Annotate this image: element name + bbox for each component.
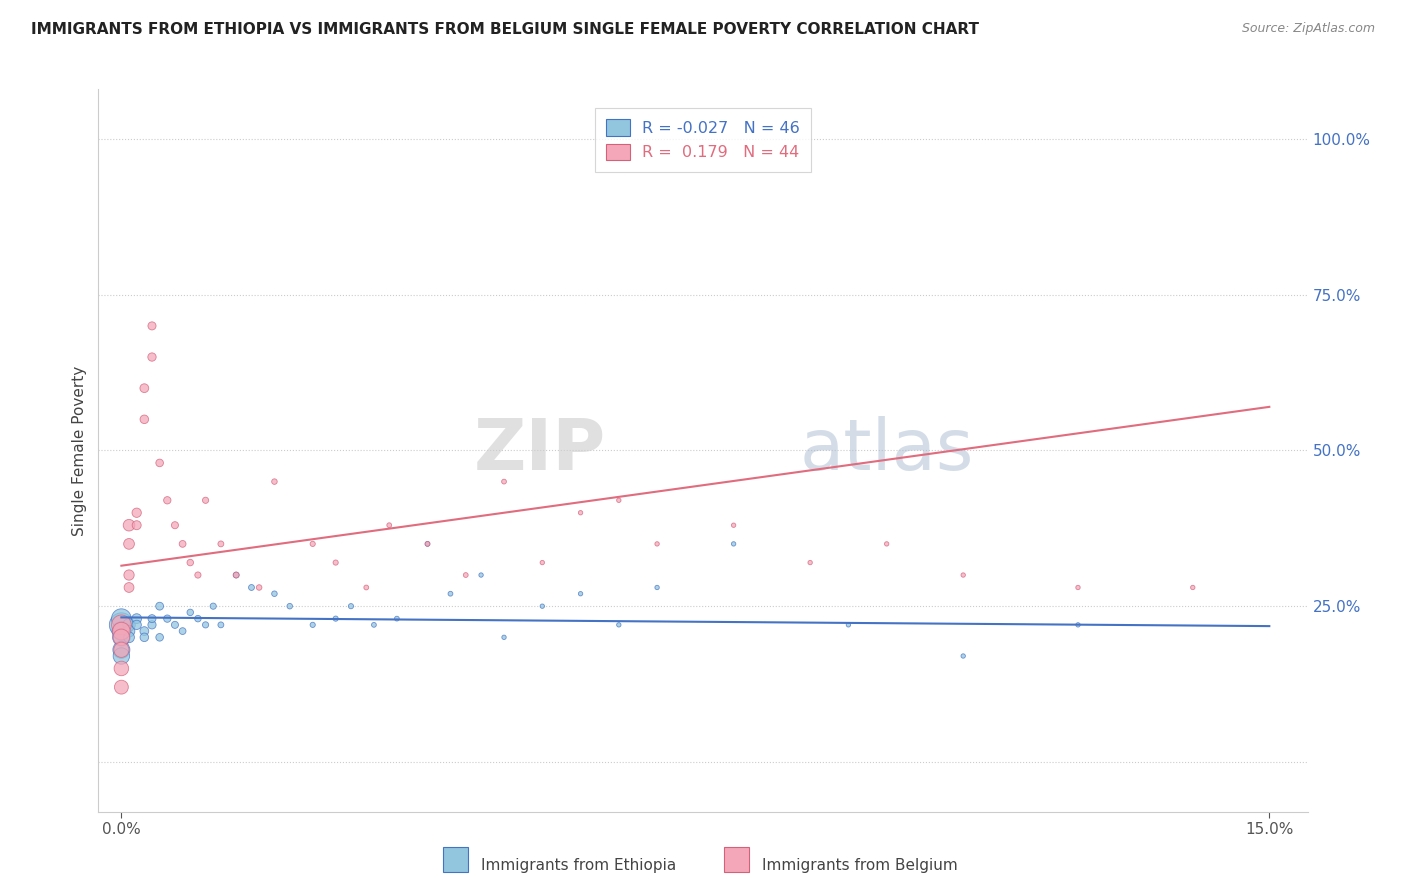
- Point: [837, 618, 859, 632]
- Point: [325, 612, 347, 626]
- Point: [194, 618, 217, 632]
- Point: [263, 587, 285, 601]
- Point: [240, 581, 263, 595]
- Point: [225, 568, 247, 582]
- Point: [118, 581, 141, 595]
- Point: [301, 537, 323, 551]
- Point: [416, 537, 439, 551]
- Point: [340, 599, 363, 614]
- Point: [179, 556, 201, 570]
- Point: [385, 612, 408, 626]
- Point: [163, 618, 186, 632]
- Point: [118, 568, 141, 582]
- Point: [187, 568, 209, 582]
- Point: [607, 493, 630, 508]
- Point: [179, 606, 201, 620]
- Point: [325, 556, 347, 570]
- Y-axis label: Single Female Poverty: Single Female Poverty: [72, 366, 87, 535]
- Point: [110, 630, 132, 644]
- Point: [301, 618, 323, 632]
- Point: [110, 630, 132, 644]
- Point: [118, 618, 141, 632]
- Point: [187, 612, 209, 626]
- Text: IMMIGRANTS FROM ETHIOPIA VS IMMIGRANTS FROM BELGIUM SINGLE FEMALE POVERTY CORREL: IMMIGRANTS FROM ETHIOPIA VS IMMIGRANTS F…: [31, 22, 979, 37]
- Point: [163, 518, 186, 533]
- Point: [1067, 618, 1090, 632]
- Point: [607, 618, 630, 632]
- Point: [125, 612, 148, 626]
- Point: [952, 568, 974, 582]
- Point: [645, 581, 668, 595]
- Point: [378, 518, 401, 533]
- Point: [110, 680, 132, 694]
- Point: [454, 568, 477, 582]
- Text: Source: ZipAtlas.com: Source: ZipAtlas.com: [1241, 22, 1375, 36]
- Point: [569, 506, 592, 520]
- Point: [125, 518, 148, 533]
- Point: [723, 518, 745, 533]
- Point: [263, 475, 285, 489]
- Point: [110, 618, 132, 632]
- Point: [247, 581, 270, 595]
- Point: [110, 624, 132, 639]
- Text: ZIP: ZIP: [474, 416, 606, 485]
- Text: atlas: atlas: [800, 416, 974, 485]
- Point: [110, 612, 132, 626]
- Point: [141, 318, 163, 333]
- Point: [470, 568, 492, 582]
- Point: [118, 630, 141, 644]
- Point: [356, 581, 378, 595]
- Text: Immigrants from Belgium: Immigrants from Belgium: [762, 858, 957, 872]
- Point: [209, 618, 232, 632]
- Point: [110, 624, 132, 639]
- Point: [118, 624, 141, 639]
- Point: [134, 412, 156, 426]
- Point: [110, 618, 132, 632]
- Point: [172, 624, 194, 639]
- Point: [141, 612, 163, 626]
- Point: [952, 648, 974, 663]
- Point: [876, 537, 898, 551]
- Point: [134, 381, 156, 395]
- Point: [134, 630, 156, 644]
- Point: [531, 599, 554, 614]
- Point: [134, 624, 156, 639]
- Point: [141, 618, 163, 632]
- Point: [569, 587, 592, 601]
- Point: [141, 350, 163, 364]
- Point: [439, 587, 461, 601]
- Point: [110, 642, 132, 657]
- Point: [225, 568, 247, 582]
- Point: [363, 618, 385, 632]
- Point: [156, 493, 179, 508]
- Point: [202, 599, 225, 614]
- Text: Immigrants from Ethiopia: Immigrants from Ethiopia: [481, 858, 676, 872]
- Point: [110, 648, 132, 663]
- Point: [172, 537, 194, 551]
- Point: [1181, 581, 1204, 595]
- Point: [645, 537, 668, 551]
- Point: [149, 630, 172, 644]
- Point: [278, 599, 301, 614]
- Point: [1067, 581, 1090, 595]
- Point: [492, 630, 515, 644]
- Point: [209, 537, 232, 551]
- Point: [125, 506, 148, 520]
- Point: [149, 599, 172, 614]
- Point: [118, 518, 141, 533]
- Point: [194, 493, 217, 508]
- Point: [799, 556, 821, 570]
- Point: [149, 456, 172, 470]
- Point: [125, 618, 148, 632]
- Point: [531, 556, 554, 570]
- Point: [723, 537, 745, 551]
- Point: [156, 612, 179, 626]
- Point: [118, 537, 141, 551]
- Legend: R = -0.027   N = 46, R =  0.179   N = 44: R = -0.027 N = 46, R = 0.179 N = 44: [595, 108, 811, 171]
- Point: [110, 642, 132, 657]
- Point: [492, 475, 515, 489]
- Point: [416, 537, 439, 551]
- Point: [110, 661, 132, 675]
